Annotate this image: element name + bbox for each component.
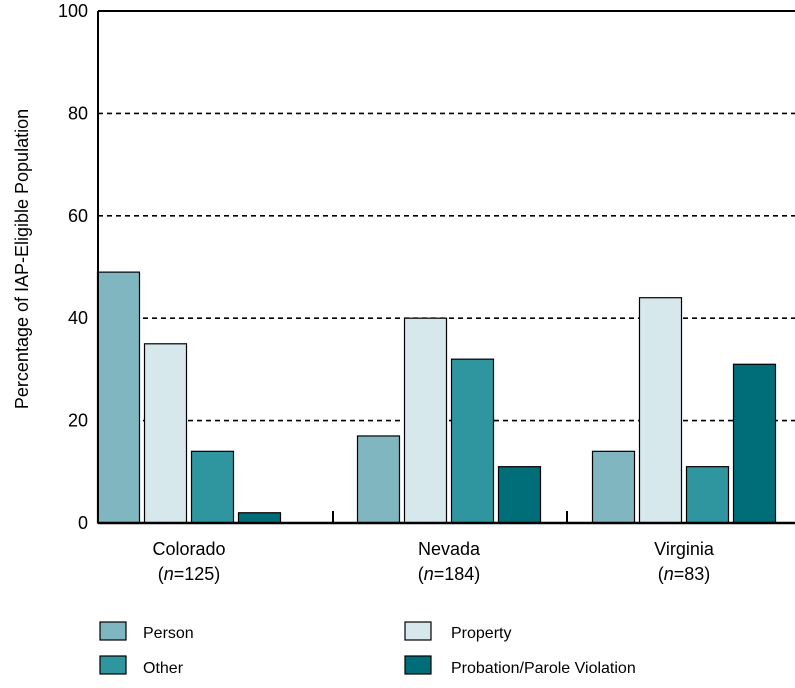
legend-label: Person <box>143 625 194 642</box>
bar-virginia-probation-parole-violation <box>732 363 777 524</box>
x-category-sublabel: (n=83) <box>658 564 711 584</box>
y-tick-label: 60 <box>68 206 88 226</box>
x-category-sublabel: (n=184) <box>418 564 481 584</box>
bar-virginia-person <box>591 450 636 524</box>
bar-nevada-other <box>450 358 495 524</box>
x-category-label: Nevada <box>418 539 481 559</box>
legend-label: Probation/Parole Violation <box>451 660 636 677</box>
legend: Person Property Other Probation/Parole Viol… <box>99 621 636 677</box>
bar-colorado-probation-parole-violation <box>237 512 282 524</box>
bar-colorado-person <box>96 271 141 524</box>
x-category-label: Colorado <box>152 539 225 559</box>
labels: 0 20 40 60 80 100 Colorado (n=125) Nevada (n=184)… <box>12 1 715 584</box>
y-tick-label: 0 <box>78 513 88 533</box>
y-tick-label: 40 <box>68 308 88 328</box>
y-axis-label: Percentage of IAP-Eligible Population <box>12 109 32 409</box>
bar-nevada-person <box>356 435 401 524</box>
legend-swatch-other <box>99 655 127 675</box>
legend-label: Property <box>451 625 511 642</box>
y-tick-label: 100 <box>58 1 88 21</box>
legend-swatch-person <box>99 621 127 641</box>
x-category-sublabel: (n=125) <box>158 564 221 584</box>
bar-colorado-property <box>143 343 188 524</box>
bar-nevada-property <box>403 317 448 524</box>
bar-colorado-other <box>190 450 235 524</box>
legend-swatch-property <box>404 621 432 641</box>
legend-swatch-probation-parole-violation <box>404 655 432 675</box>
x-category-label: Virginia <box>654 539 715 559</box>
y-tick-label: 20 <box>68 411 88 431</box>
bar-virginia-other <box>685 466 730 524</box>
bar-nevada-probation-parole-violation <box>497 466 542 524</box>
bars <box>96 271 777 524</box>
bar-virginia-property <box>638 297 683 524</box>
axes <box>97 10 795 525</box>
legend-label: Other <box>143 660 184 677</box>
y-tick-label: 80 <box>68 103 88 123</box>
